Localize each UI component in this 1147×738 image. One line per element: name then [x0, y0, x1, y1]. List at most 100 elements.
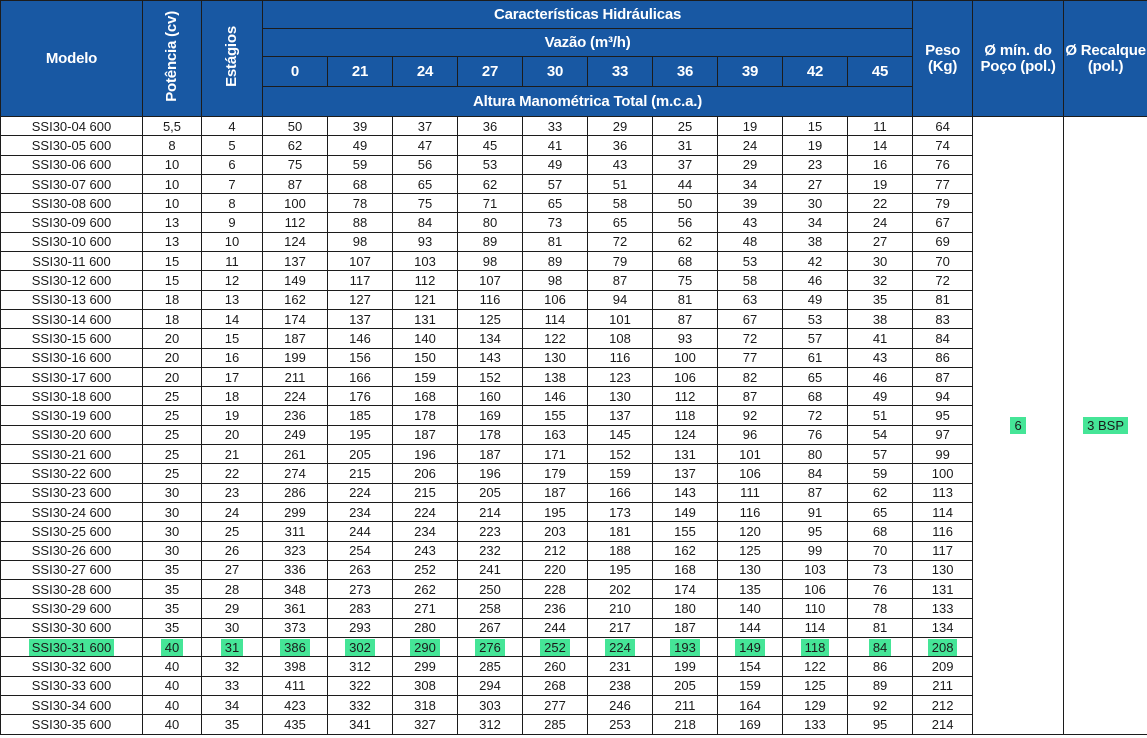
cell-head-q33: 253: [587, 714, 653, 735]
cell-head-q42: 99: [782, 540, 848, 561]
cell-model: SSI30-16 600: [0, 347, 143, 368]
cell-power: 13: [142, 212, 202, 233]
cell-model: SSI30-17 600: [0, 366, 143, 388]
cell-weight: 87: [912, 366, 974, 388]
cell-stages: 10: [201, 231, 263, 253]
cell-head-q33: 101: [587, 308, 653, 330]
table-row: SSI30-21 600 25 21 261 205 196 187 171 152 131 101…: [0, 444, 1147, 465]
header-discharge: Ø Recalque (pol.): [1063, 0, 1147, 117]
cell-head-q30: 106: [522, 289, 588, 310]
table-row: SSI30-07 600 10 7 87 68 65 62 57 51 44 34 27 19 77: [0, 173, 1147, 195]
cell-head-q27: 258: [457, 598, 523, 619]
cell-head-q36: 174: [652, 579, 718, 600]
table-row: SSI30-35 600 40 35 435 341 327 312 285 253 218 169…: [0, 714, 1147, 735]
cell-head-q30: 89: [522, 251, 588, 272]
cell-head-q21: 224: [327, 482, 393, 503]
cell-head-q24: 159: [392, 366, 458, 388]
cell-head-q30: 138: [522, 366, 588, 388]
cell-head-q36: 211: [652, 694, 718, 716]
cell-model: SSI30-26 600: [0, 540, 143, 561]
cell-head-q45: 62: [846, 482, 914, 503]
cell-head-q27: 196: [457, 463, 523, 484]
cell-power: 35: [142, 579, 202, 600]
cell-head-q45: 89: [846, 675, 914, 696]
cell-head-q36: 93: [652, 328, 718, 349]
cell-well-diameter: 6: [972, 116, 1065, 735]
cell-head-q42: 30: [782, 193, 848, 214]
highlighted-value: 290: [410, 638, 440, 656]
cell-head-q36: 143: [652, 482, 718, 503]
cell-head-q0: 149: [262, 270, 328, 291]
cell-head-q33: 58: [587, 193, 653, 214]
cell-head-q24: 234: [392, 521, 458, 542]
cell-head-q24: 131: [392, 308, 458, 330]
cell-weight: 209: [912, 656, 974, 677]
cell-head-q42: 61: [782, 347, 848, 368]
cell-head-q33: 195: [587, 559, 653, 581]
cell-head-q24: 112: [392, 270, 458, 291]
cell-weight: 86: [912, 347, 974, 368]
cell-head-q24: 262: [392, 579, 458, 600]
cell-model: SSI30-33 600: [0, 675, 143, 696]
cell-head-q39: 29: [717, 154, 783, 175]
cell-head-q36: 56: [652, 212, 718, 233]
cell-head-q36: 81: [652, 289, 718, 310]
cell-head-q45: 35: [846, 289, 914, 310]
header-power-label: Potência (cv): [163, 11, 181, 102]
table-body: SSI30-04 600 5,5 4 50 39 37 36 33 29 25 19 15 11 64 6 3…: [0, 115, 1147, 735]
table-row: SSI30-24 600 30 24 299 234 224 214 195 173 149 116…: [0, 501, 1147, 523]
cell-head-q45: 68: [846, 521, 914, 542]
cell-stages: 29: [201, 598, 263, 619]
cell-weight: 133: [912, 598, 974, 619]
cell-model: SSI30-07 600: [0, 173, 143, 195]
highlighted-value: 149: [735, 638, 765, 656]
cell-power: 25: [142, 444, 202, 465]
cell-head-q27: 160: [457, 386, 523, 407]
cell-model: SSI30-25 600: [0, 521, 143, 542]
cell-head-q21: 39: [327, 115, 393, 137]
cell-head-q30: 122: [522, 328, 588, 349]
cell-head-q39: 120: [717, 521, 783, 542]
cell-power: 30: [142, 501, 202, 523]
table-row: SSI30-09 600 13 9 112 88 84 80 73 65 56 43 34 24 67: [0, 212, 1147, 233]
cell-head-q30: 33: [522, 115, 588, 137]
header-head: Altura Manométrica Total (m.c.a.): [261, 86, 914, 117]
cell-model: SSI30-19 600: [0, 405, 143, 426]
cell-head-q0: 286: [262, 482, 328, 503]
cell-weight: 214: [912, 714, 974, 735]
cell-head-q42: 68: [782, 386, 848, 407]
cell-head-q39: 19: [717, 115, 783, 137]
cell-head-q42: 87: [782, 482, 848, 503]
cell-head-q27: 98: [457, 251, 523, 272]
table-row: SSI30-13 600 18 13 162 127 121 116 106 94 81 63 49 3…: [0, 289, 1147, 310]
cell-power: 40: [142, 694, 202, 716]
cell-weight: 99: [912, 444, 974, 465]
cell-head-q0: 211: [262, 366, 328, 388]
cell-head-q42: 110: [782, 598, 848, 619]
cell-weight: 81: [912, 289, 974, 310]
cell-head-q39: 154: [717, 656, 783, 677]
cell-weight: 72: [912, 270, 974, 291]
cell-head-q45: 32: [846, 270, 914, 291]
cell-power: 30: [142, 482, 202, 503]
cell-head-q0: 423: [262, 694, 328, 716]
cell-head-q21: 215: [327, 463, 393, 484]
cell-power: 5,5: [142, 115, 202, 137]
cell-head-q24: 252: [392, 559, 458, 581]
cell-head-q36: 168: [652, 559, 718, 581]
cell-stages: 18: [201, 386, 263, 407]
highlighted-value: 40: [160, 638, 184, 656]
cell-head-q0: 236: [262, 405, 328, 426]
cell-head-q39: 164: [717, 694, 783, 716]
cell-model: SSI30-22 600: [0, 463, 143, 484]
cell-head-q0: 299: [262, 501, 328, 523]
cell-head-q36: 187: [652, 617, 718, 639]
cell-weight: 134: [912, 617, 974, 639]
cell-head-q21: 166: [327, 366, 393, 388]
cell-head-q45: 92: [846, 694, 914, 716]
cell-head-q21: 185: [327, 405, 393, 426]
cell-weight: 79: [912, 193, 974, 214]
cell-head-q45: 11: [846, 115, 914, 137]
cell-head-q21: 283: [327, 598, 393, 619]
cell-head-q33: 246: [587, 694, 653, 716]
